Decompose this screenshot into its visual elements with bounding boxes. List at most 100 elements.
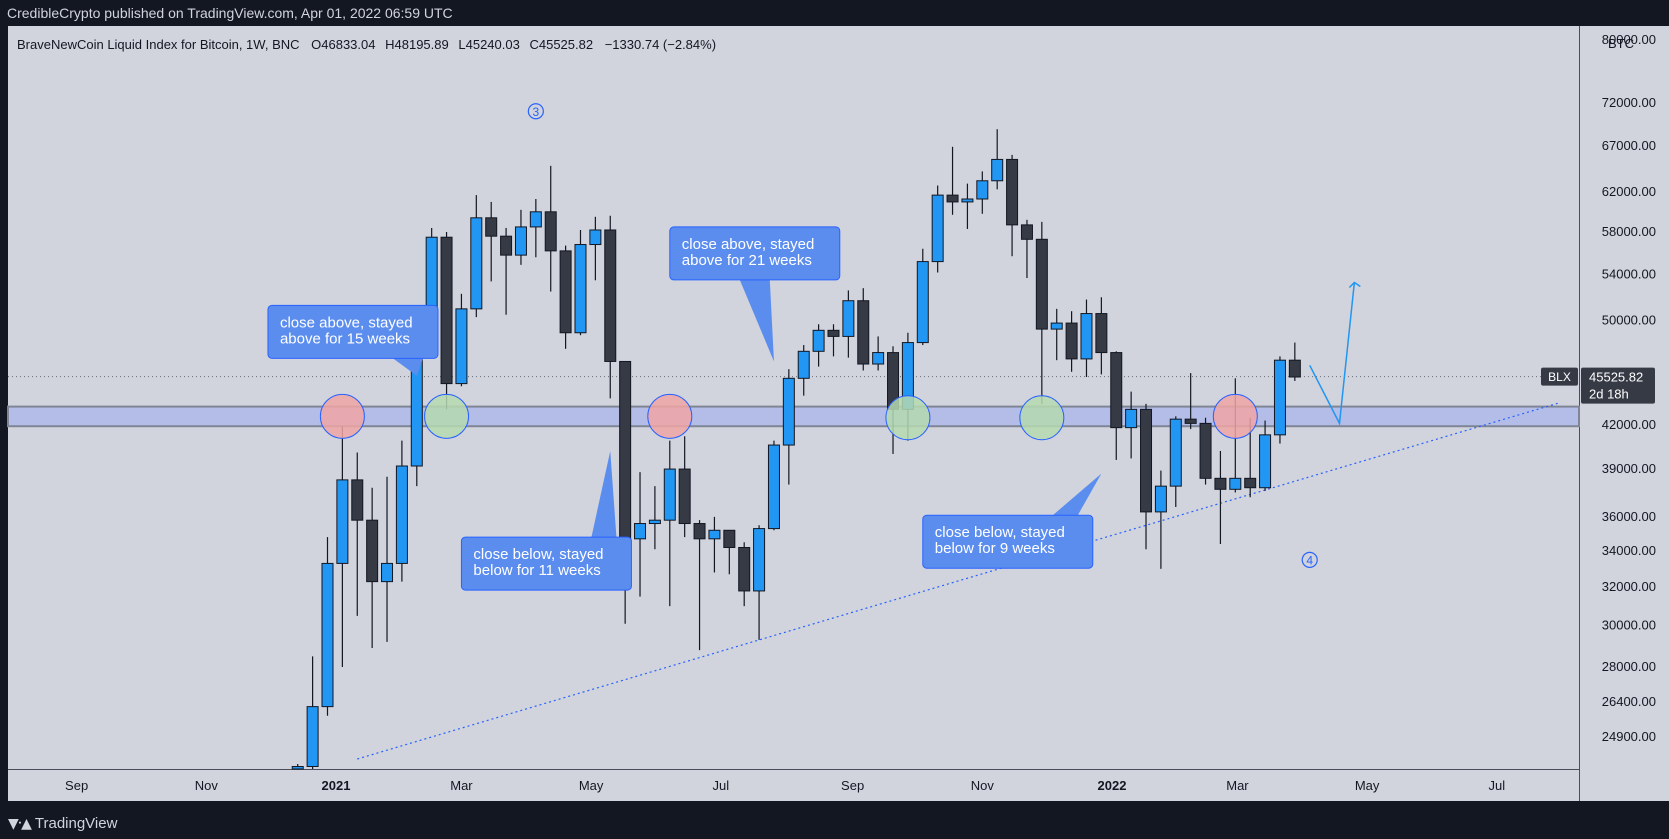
candle-body [529,211,542,228]
candle-body [916,261,929,344]
y-tick-label: 24900.00 [1602,729,1656,744]
callout-text: close below, stayed [935,524,1065,541]
candle-down [1199,417,1212,485]
candle-body [812,329,825,352]
candle-body [291,766,304,770]
callout-box [460,536,632,591]
candle-up [291,763,304,770]
candle-down [1065,311,1078,372]
candle-body [589,229,602,246]
candle-down [1184,373,1197,430]
candle-body [455,308,468,385]
callout-text: close below, stayed [473,546,603,563]
last-price-label: 45525.82 [1589,370,1643,385]
callout-text: above for 15 weeks [280,330,410,347]
candle-up [753,525,766,640]
candle-body [857,300,870,365]
candle-up [663,440,676,607]
callout-tail [591,450,617,538]
x-tick-label: Jul [1488,778,1505,793]
candle-down [1110,351,1123,460]
candle-body [872,352,885,365]
candle-body [1110,352,1123,429]
candle-body [1288,359,1301,378]
candle-up [634,472,647,597]
y-tick-label: 50000.00 [1602,313,1656,328]
candle-up [991,129,1004,190]
candle-up [1080,299,1093,378]
candle-up [1259,420,1272,491]
candle-body [931,194,944,263]
retest-circle [885,395,931,441]
candle-down [544,165,557,292]
wave-label-circle [527,103,544,120]
candle-up [708,516,721,573]
candle-up [872,336,885,371]
candle-up [455,293,468,387]
y-tick-label: 80000.00 [1602,32,1656,47]
candle-down [857,288,870,371]
y-tick-label: 62000.00 [1602,184,1656,199]
candle-down [693,520,706,651]
y-tick-label: 58000.00 [1602,224,1656,239]
candle-body [976,180,989,200]
symbol-tag: BLX [1548,370,1571,384]
countdown-label: 2d 18h [1589,387,1629,402]
candle-body [663,468,676,521]
candle-down [366,487,379,649]
candle-body [797,350,810,379]
candle-up [916,248,929,346]
candle-down [485,201,498,282]
candle-body [1065,322,1078,360]
candle-up [306,656,319,769]
candle-body [693,523,706,540]
candle-body [767,444,780,530]
candle-body [1154,485,1167,513]
y-tick-label: 34000.00 [1602,543,1656,558]
candle-body [1125,408,1138,429]
candle-body [1169,418,1182,487]
candle-body [1184,418,1197,424]
x-tick-label: Nov [971,778,995,793]
candle-body [946,194,959,203]
candle-down [500,227,513,315]
candle-body [1020,224,1033,240]
candle-down [1140,403,1153,550]
projection-arrowhead [1348,281,1361,289]
retest-circle [1019,395,1065,441]
candle-down [827,324,840,357]
y-tick-label: 72000.00 [1602,95,1656,110]
candle-body [604,229,617,362]
candle-body [619,360,632,540]
candle-down [723,529,736,575]
candle-down [1095,297,1108,375]
candle-up [842,290,855,358]
y-tick-label: 32000.00 [1602,579,1656,594]
rejection-circle [319,393,365,439]
support-trendline [357,401,1561,760]
candle-body [1273,359,1286,436]
candle-body [1050,322,1063,330]
x-tick-label: Jul [712,778,729,793]
candle-body [991,158,1004,182]
candle-body [1006,158,1019,226]
callout-box [669,226,841,281]
candle-body [559,250,572,334]
projection-path [1309,282,1356,426]
candle-body [514,226,527,256]
callout-tail [739,279,774,362]
callout-text: close above, stayed [280,314,413,331]
tradingview-brand[interactable]: ▼ᐧ▲ TradingView [8,815,117,832]
symbol-tag-bg [1541,367,1578,386]
candle-down [1020,219,1033,279]
candle-body [1214,477,1227,490]
candle-up [529,198,542,258]
candle-body [1199,422,1212,479]
candle-down [351,452,364,616]
rejection-circle [647,393,693,439]
wave-label: 4 [1306,553,1313,567]
candle-body [827,329,840,337]
x-tick-label: 2022 [1098,778,1127,793]
